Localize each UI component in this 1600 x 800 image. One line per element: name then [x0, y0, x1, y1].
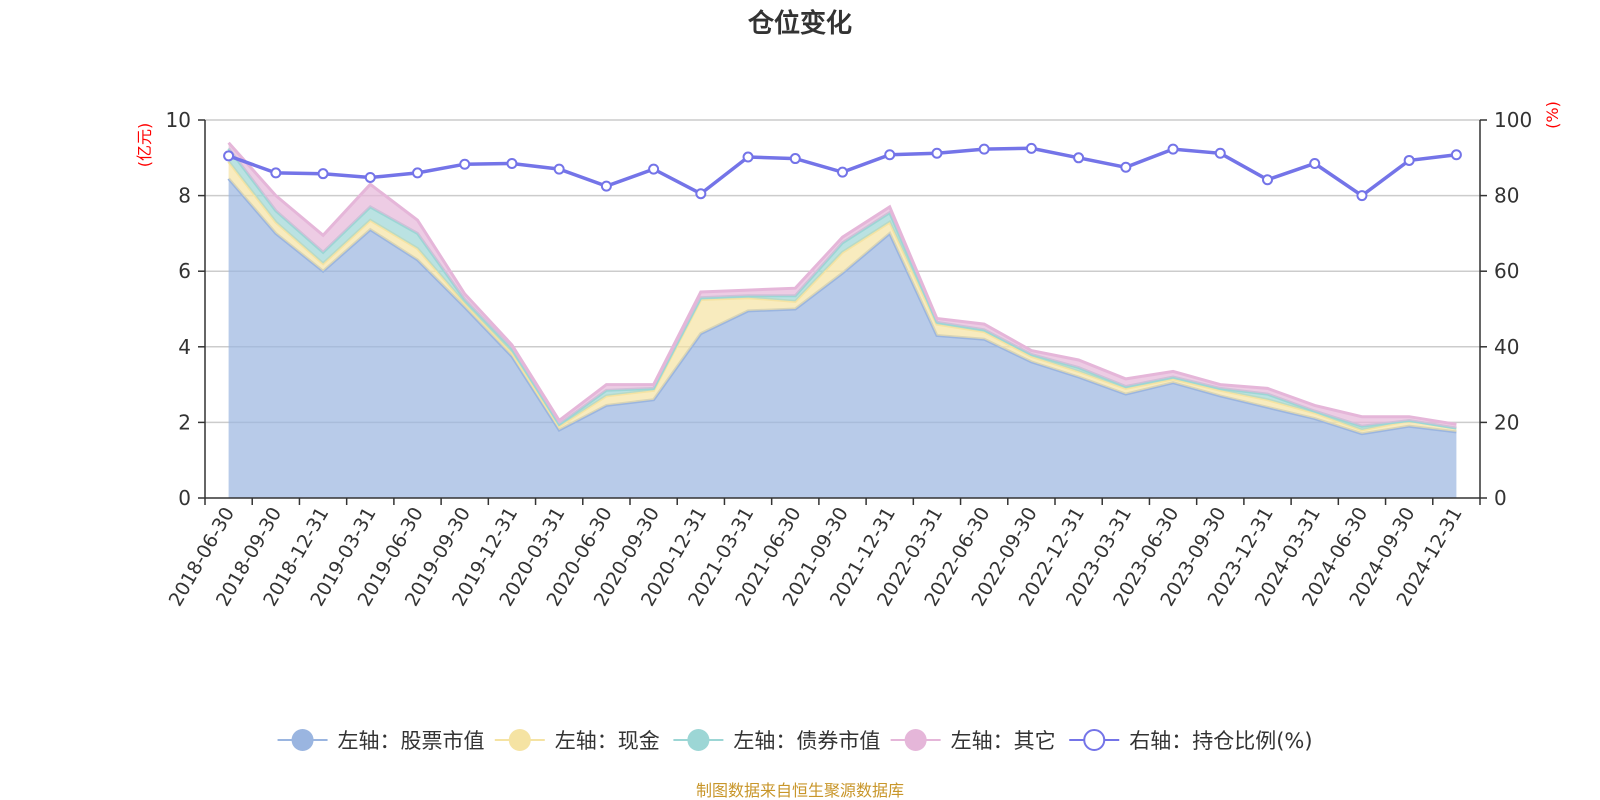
ratio-point[interactable] — [1167, 143, 1179, 155]
ratio-point[interactable] — [695, 188, 707, 200]
area-edge-3 — [227, 141, 1457, 426]
ratio-point[interactable] — [931, 147, 943, 159]
ratio-point[interactable] — [364, 171, 376, 183]
right-tick-label: 0 — [1494, 486, 1507, 510]
legend-label: 右轴：持仓比例(%) — [1129, 729, 1312, 753]
legend-item-3[interactable]: 左轴：其它 — [890, 729, 1056, 753]
ratio-point[interactable] — [742, 151, 754, 163]
ratio-point[interactable] — [412, 167, 423, 179]
ratio-point[interactable] — [553, 163, 565, 175]
ratio-point[interactable] — [1120, 161, 1132, 173]
ratio-point[interactable] — [1025, 142, 1037, 154]
right-tick-label: 100 — [1494, 108, 1532, 132]
ratio-point[interactable] — [837, 166, 848, 178]
ratio-point[interactable] — [648, 163, 660, 175]
left-tick-label: 4 — [178, 335, 191, 359]
ratio-point[interactable] — [884, 149, 896, 161]
area-series-0 — [228, 178, 1457, 498]
ratio-point[interactable] — [1356, 190, 1368, 202]
legend-marker — [291, 729, 314, 751]
ratio-point[interactable] — [978, 143, 990, 155]
left-tick-label: 2 — [178, 410, 191, 434]
legend-item-4[interactable]: 右轴：持仓比例(%) — [1069, 729, 1313, 753]
ratio-point[interactable] — [1450, 149, 1462, 161]
ratio-point[interactable] — [459, 158, 471, 170]
ratio-line — [223, 142, 1462, 202]
ratio-point[interactable] — [317, 168, 329, 180]
legend-marker — [687, 729, 710, 751]
legend-label: 左轴：其它 — [951, 729, 1056, 753]
left-tick-label: 0 — [178, 486, 191, 510]
source-note: 制图数据来自恒生聚源数据库 — [696, 781, 904, 800]
legend-label: 左轴：债券市值 — [733, 729, 880, 753]
legend: 左轴：股票市值 左轴：现金 左轴：债券市值 左轴：其它 右轴：持仓比例(%) — [277, 729, 1313, 753]
right-tick-label: 80 — [1494, 184, 1519, 208]
left-tick-label: 6 — [178, 259, 191, 283]
ratio-point[interactable] — [789, 153, 801, 165]
stacked-areas — [227, 141, 1457, 498]
right-tick-label: 60 — [1494, 259, 1519, 283]
legend-marker — [508, 729, 531, 751]
legend-marker — [1083, 729, 1106, 751]
ratio-point[interactable] — [600, 180, 612, 192]
ratio-point[interactable] — [1073, 152, 1085, 164]
ratio-point[interactable] — [270, 167, 282, 179]
ratio-point[interactable] — [1214, 147, 1226, 159]
right-tick-label: 20 — [1494, 410, 1519, 434]
ratio-point[interactable] — [1403, 154, 1415, 166]
legend-item-1[interactable]: 左轴：现金 — [494, 729, 660, 753]
left-axis-unit: (亿元) — [135, 123, 154, 168]
legend-item-2[interactable]: 左轴：债券市值 — [673, 729, 880, 753]
ratio-point[interactable] — [1262, 174, 1273, 186]
right-axis-unit: (%) — [1543, 101, 1562, 129]
legend-marker — [904, 729, 927, 751]
ratio-point[interactable] — [1309, 157, 1321, 169]
right-tick-label: 40 — [1494, 335, 1519, 359]
left-tick-label: 10 — [166, 108, 191, 132]
legend-item-0[interactable]: 左轴：股票市值 — [277, 729, 485, 753]
chart-title: 仓位变化 — [747, 8, 852, 39]
ratio-point[interactable] — [506, 157, 518, 169]
left-tick-label: 8 — [178, 184, 191, 208]
ratio-point[interactable] — [223, 150, 235, 162]
legend-label: 左轴：股票市值 — [338, 729, 485, 753]
legend-label: 左轴：现金 — [555, 729, 660, 753]
